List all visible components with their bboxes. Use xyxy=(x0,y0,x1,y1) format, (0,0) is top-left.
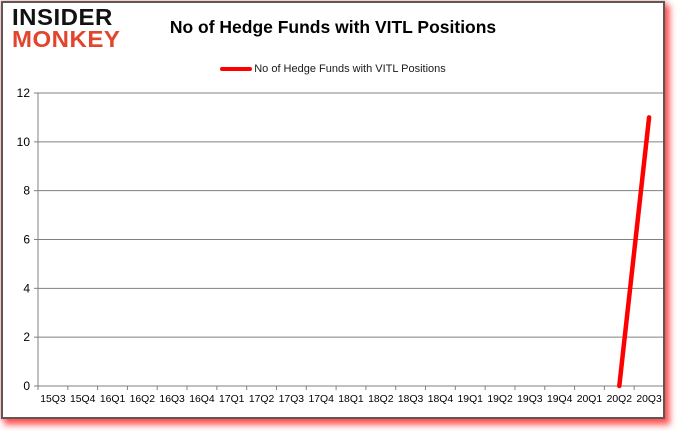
y-tick-label-0: 0 xyxy=(23,379,30,393)
x-tick-label-18Q3: 18Q3 xyxy=(398,394,424,405)
legend-label: No of Hedge Funds with VITL Positions xyxy=(254,63,446,75)
y-tick-label-6: 6 xyxy=(23,233,30,247)
x-tick-label-15Q4: 15Q4 xyxy=(70,394,96,405)
x-tick-label-16Q1: 16Q1 xyxy=(100,394,126,405)
x-tick-label-20Q2: 20Q2 xyxy=(607,394,633,405)
y-tick-label-12: 12 xyxy=(17,86,31,100)
x-tick-label-20Q1: 20Q1 xyxy=(577,394,603,405)
insider-monkey-logo: INSIDER MONKEY xyxy=(12,5,121,53)
x-tick-label-19Q1: 19Q1 xyxy=(458,394,484,405)
x-tick-label-17Q3: 17Q3 xyxy=(279,394,305,405)
chart-title: No of Hedge Funds with VITL Positions xyxy=(169,17,497,37)
x-tick-label-17Q2: 17Q2 xyxy=(249,394,275,405)
x-tick-label-19Q4: 19Q4 xyxy=(547,394,573,405)
x-tick-label-18Q1: 18Q1 xyxy=(338,394,364,405)
x-tick-label-16Q3: 16Q3 xyxy=(159,394,185,405)
y-tick-label-2: 2 xyxy=(23,330,30,344)
x-tick-label-20Q3: 20Q3 xyxy=(636,394,662,405)
x-tick-label-16Q2: 16Q2 xyxy=(130,394,156,405)
y-tick-label-8: 8 xyxy=(23,184,30,198)
y-tick-label-10: 10 xyxy=(17,135,31,149)
chart-image-frame: INSIDER MONKEY No of Hedge Funds with VI… xyxy=(1,1,665,419)
x-tick-label-16Q4: 16Q4 xyxy=(189,394,215,405)
x-tick-label-17Q4: 17Q4 xyxy=(308,394,334,405)
logo-text-monkey: MONKEY xyxy=(12,27,121,53)
x-tick-label-18Q4: 18Q4 xyxy=(428,394,454,405)
legend-line-marker xyxy=(220,67,253,71)
x-tick-label-18Q2: 18Q2 xyxy=(368,394,394,405)
x-tick-label-19Q3: 19Q3 xyxy=(517,394,543,405)
logo-text-insider: INSIDER xyxy=(12,5,113,31)
x-tick-label-15Q3: 15Q3 xyxy=(40,394,66,405)
y-tick-label-4: 4 xyxy=(23,281,30,295)
x-tick-label-19Q2: 19Q2 xyxy=(487,394,513,405)
x-tick-label-17Q1: 17Q1 xyxy=(219,394,245,405)
series-line-no-of-hedge-funds-with-vitl-positions xyxy=(617,115,652,389)
chart-legend: No of Hedge Funds with VITL Positions xyxy=(3,63,663,75)
chart-plot: 0 2 4 6 8 10 12 15Q3 15Q4 16Q1 16Q2 16Q3 16Q4 17Q1 17Q… xyxy=(17,86,665,405)
